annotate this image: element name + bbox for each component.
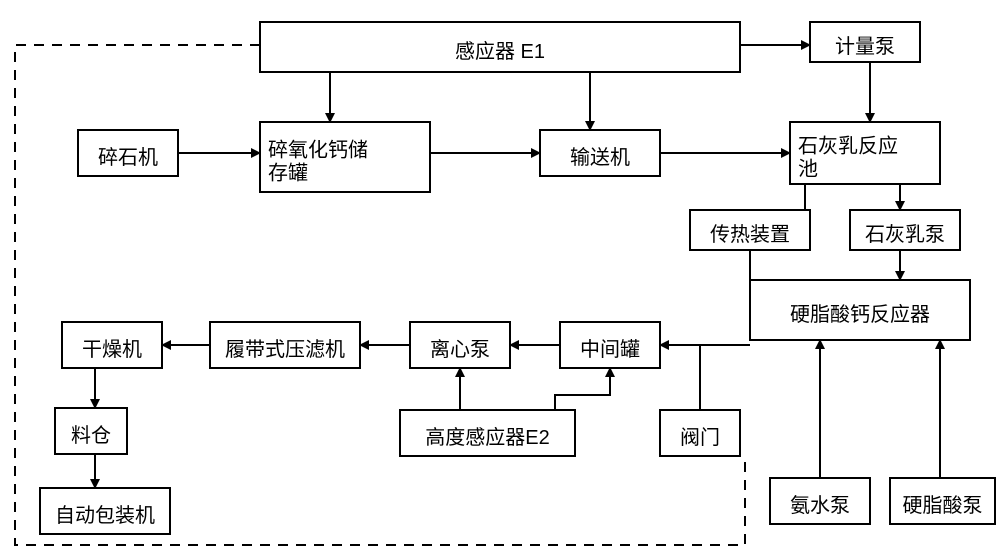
node-auto_packer: 自动包装机 [40,488,170,534]
node-auto_packer-label: 自动包装机 [55,504,155,527]
node-metering_pump-label: 计量泵 [835,35,895,58]
node-silo: 料仓 [55,408,127,454]
node-cao_tank-label: 存罐 [268,161,308,184]
node-stearic_pump-label: 硬脂酸泵 [903,494,983,517]
flowchart-diagram: 感应器 E1 计量泵碎石机 碎氧化钙储存罐 输送机 石灰乳反应池传热装置 石灰乳泵硬脂酸钙… [0,0,1000,552]
node-dryer-label: 干燥机 [82,338,142,361]
node-ca_stearate_reactor-label: 硬脂酸钙反应器 [790,303,930,326]
node-stearic_pump: 硬脂酸泵 [890,478,995,524]
node-valve-label: 阀门 [680,426,720,449]
dashed-feedback-line [15,45,745,545]
node-ca_stearate_reactor: 硬脂酸钙反应器 [750,280,970,340]
node-crusher-label: 碎石机 [98,146,158,169]
node-conveyor-label: 输送机 [570,146,630,169]
node-lime_pool: 石灰乳反应池 [790,122,940,184]
node-height_sensor-label: 高度感应器E2 [425,426,549,449]
edge-valve-to-mid_tank [660,345,700,410]
node-cao_tank: 碎氧化钙储存罐 [260,122,430,192]
node-heat_device: 传热装置 [690,210,810,250]
node-crusher: 碎石机 [78,130,178,176]
node-lime_pool-label: 石灰乳反应 [798,134,898,157]
node-dryer: 干燥机 [62,322,162,368]
node-ammonia_pump: 氨水泵 [770,478,870,524]
node-conveyor: 输送机 [540,130,660,176]
node-lime_pump-label: 石灰乳泵 [865,223,945,246]
node-filter_press-label: 履带式压滤机 [225,338,345,361]
node-ammonia_pump-label: 氨水泵 [790,494,850,517]
node-mid_tank: 中间罐 [560,322,660,368]
node-filter_press: 履带式压滤机 [210,322,360,368]
node-centrifuge: 离心泵 [410,322,510,368]
node-sensor_e1-label: 感应器 E1 [455,40,545,63]
node-lime_pool-label: 池 [798,157,818,180]
node-height_sensor: 高度感应器E2 [400,410,575,456]
node-heat_device-label: 传热装置 [710,223,790,246]
node-cao_tank-label: 碎氧化钙储 [268,138,368,161]
node-centrifuge-label: 离心泵 [430,338,490,361]
node-silo-label: 料仓 [71,424,111,447]
node-sensor_e1: 感应器 E1 [260,22,740,72]
node-mid_tank-label: 中间罐 [580,338,640,361]
node-metering_pump: 计量泵 [810,22,920,62]
node-lime_pump: 石灰乳泵 [850,210,960,250]
node-valve: 阀门 [660,410,740,456]
edge-height_sensor-to-mid_tank [555,368,610,410]
